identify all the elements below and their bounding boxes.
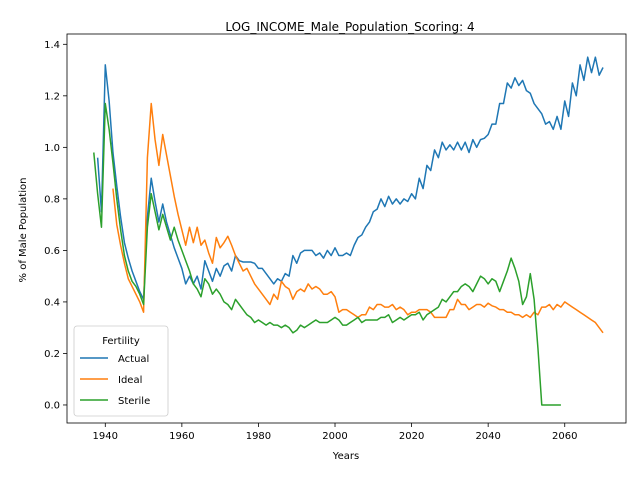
- x-tick-label: 1940: [93, 431, 118, 442]
- x-tick-label: 1960: [169, 431, 194, 442]
- y-tick-label: 0.4: [44, 297, 60, 308]
- y-tick-label: 0.2: [44, 349, 60, 360]
- legend: Fertility Actual Ideal Sterile: [73, 325, 169, 417]
- x-axis-label: Years: [332, 451, 359, 462]
- legend-label-sterile: Sterile: [118, 396, 150, 407]
- y-axis-label: % of Male Population: [18, 178, 29, 283]
- x-tick-label: 2060: [552, 431, 577, 442]
- series-lines: [93, 56, 604, 406]
- y-tick-label: 0.8: [44, 194, 60, 205]
- x-tick-label: 2020: [399, 431, 424, 442]
- plot-area: 1940 1960 1980 2000 2020 2040 2060 0.00.20.40.…: [44, 33, 627, 442]
- legend-box: [73, 325, 169, 417]
- legend-label-ideal: Ideal: [118, 375, 142, 386]
- series-line-sterile: [93, 102, 561, 406]
- y-tick-label: 1.0: [44, 143, 60, 154]
- x-tick-label: 2040: [475, 431, 500, 442]
- y-tick-label: 0.0: [44, 400, 60, 411]
- y-tick-label: 1.2: [44, 91, 60, 102]
- chart-title: LOG_INCOME_Male_Population_Scoring: 4: [225, 20, 474, 34]
- x-tick-label: 1980: [246, 431, 271, 442]
- x-axis-ticks: 1940 1960 1980 2000 2020 2040 2060: [93, 423, 577, 442]
- y-tick-label: 1.4: [44, 40, 60, 51]
- legend-label-actual: Actual: [118, 354, 149, 365]
- y-tick-label: 0.6: [44, 246, 60, 257]
- series-line-actual: [96, 56, 604, 301]
- x-tick-label: 2000: [322, 431, 347, 442]
- legend-title: Fertility: [102, 336, 140, 347]
- y-axis-ticks: 0.0 0.2 0.4 0.6 0.8 1.0 1.2 1.4: [44, 40, 67, 411]
- axes-frame: [66, 33, 627, 424]
